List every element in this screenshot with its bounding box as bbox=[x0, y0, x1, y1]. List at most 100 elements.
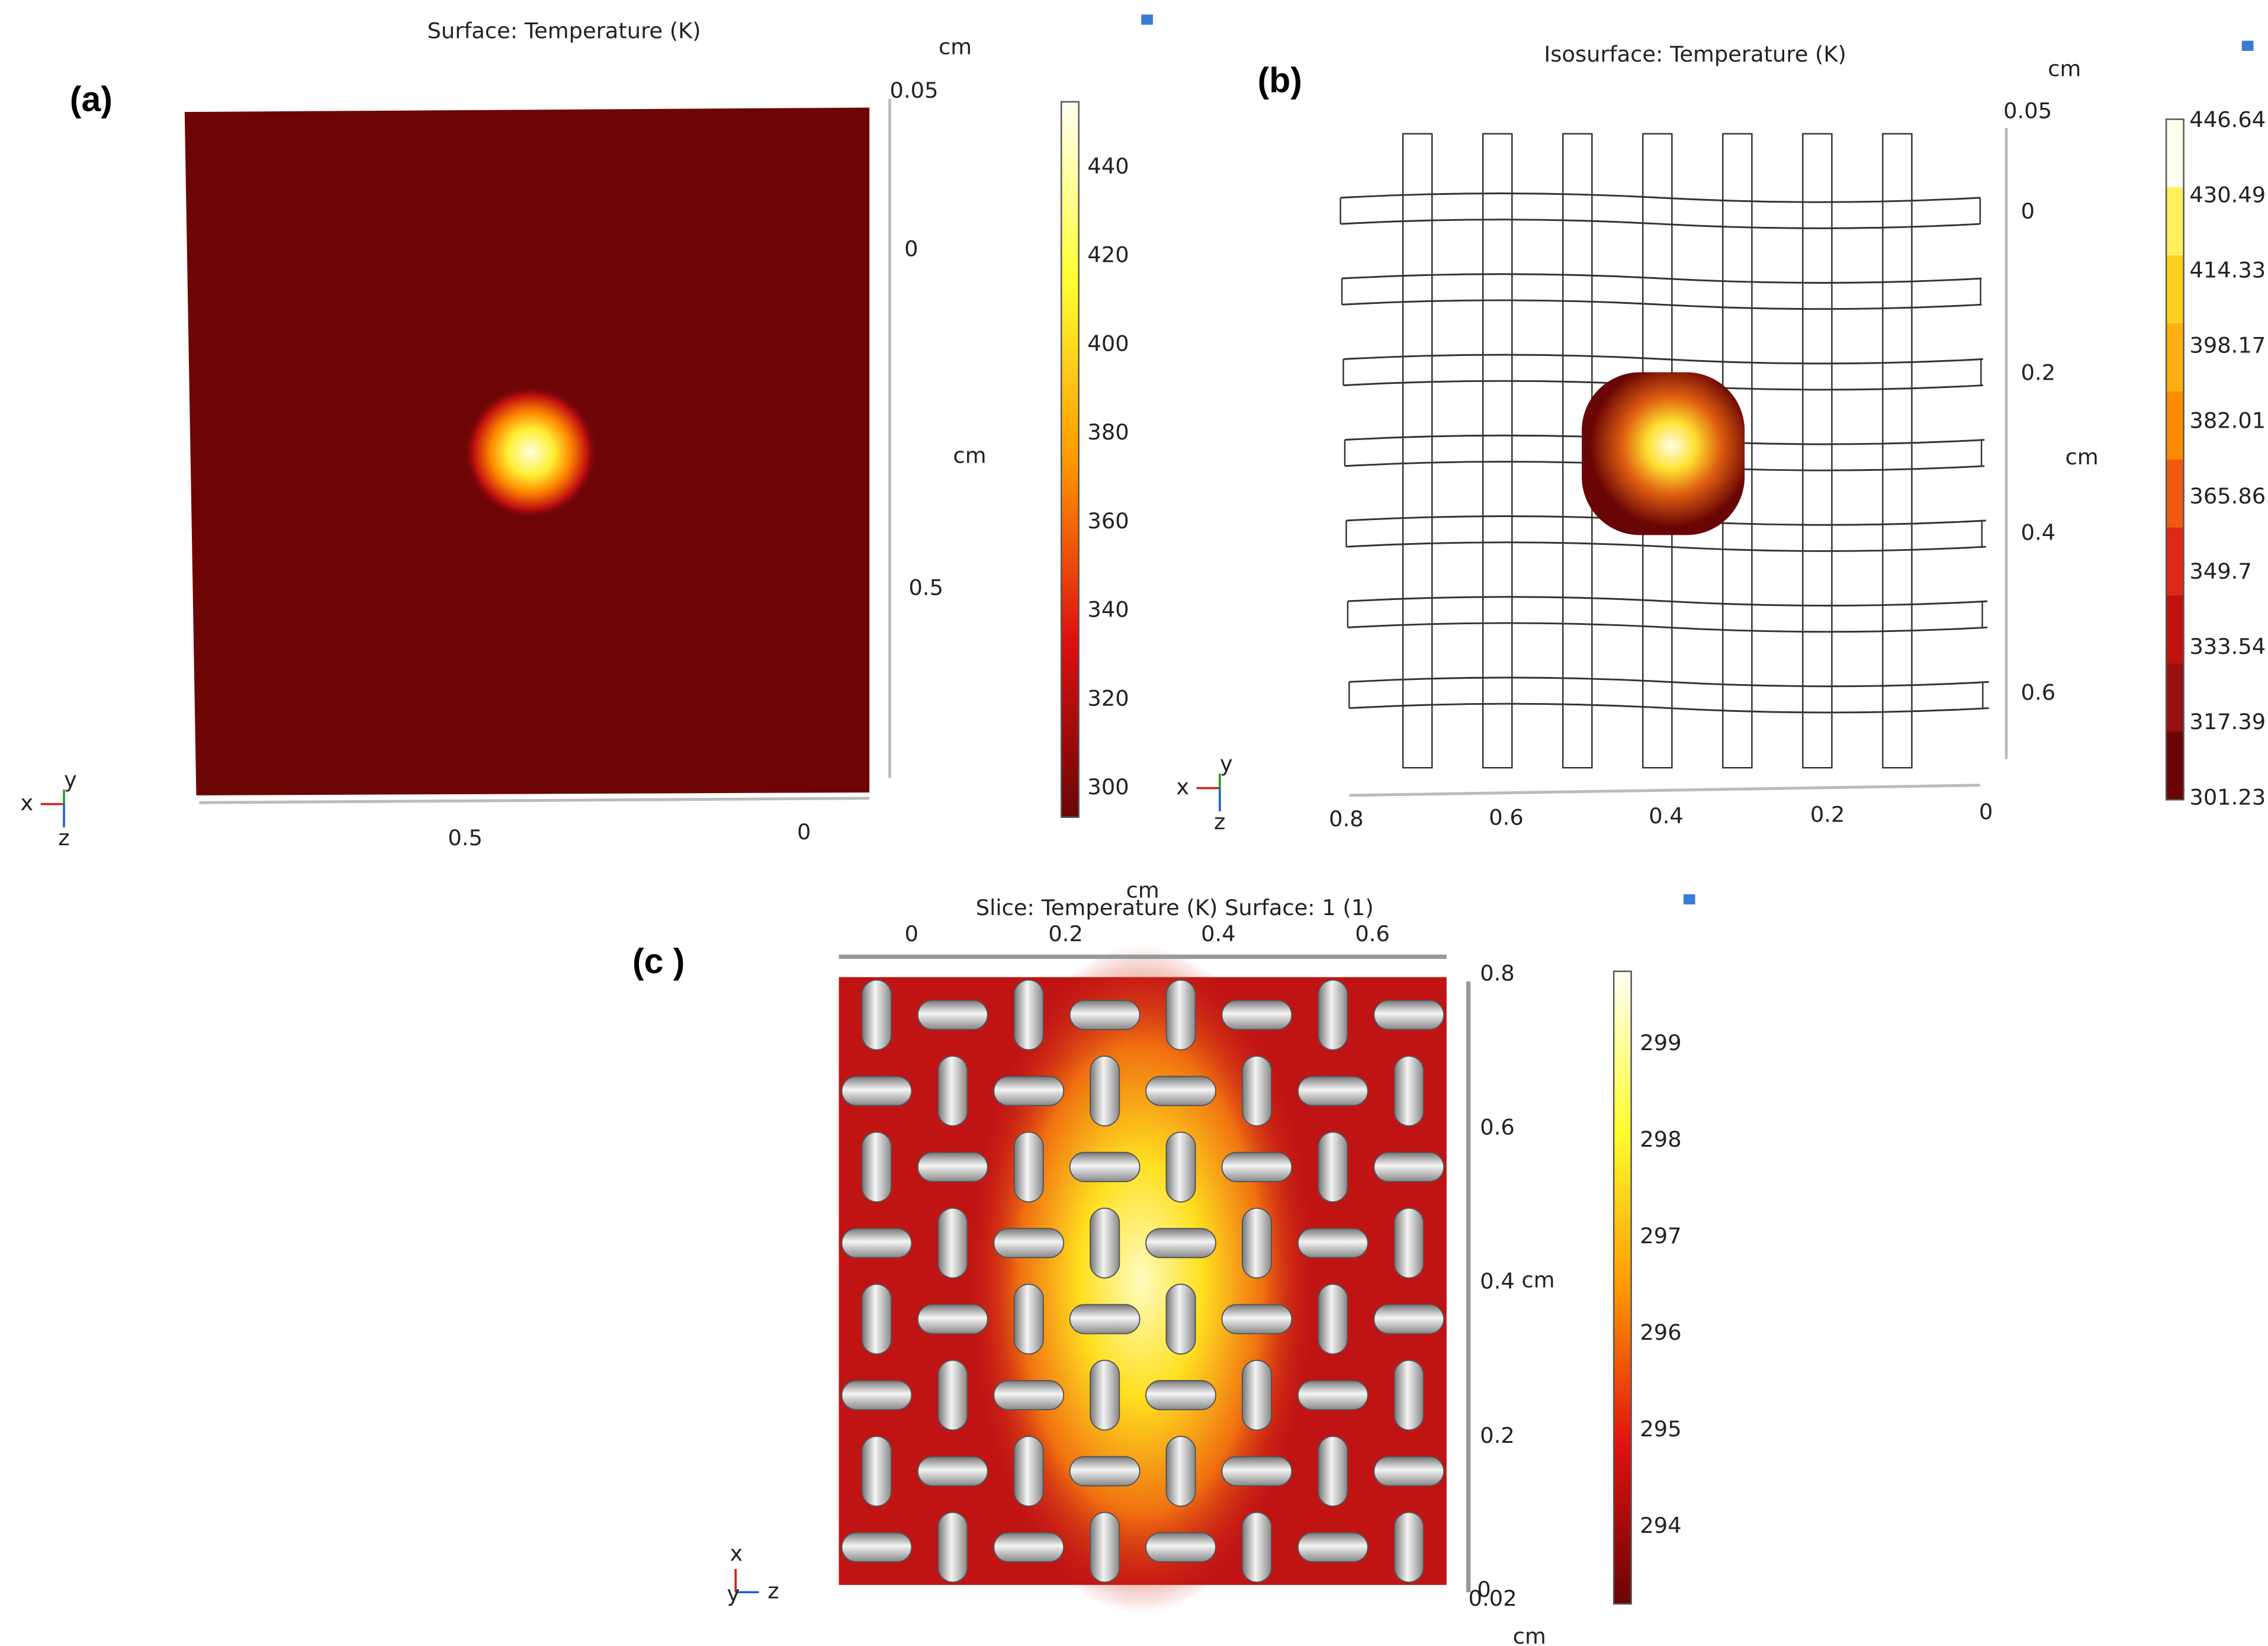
tube bbox=[1145, 1532, 1216, 1562]
tick: 0.05 bbox=[2003, 98, 2052, 124]
tube bbox=[1393, 1055, 1424, 1127]
colorbar bbox=[1061, 101, 1080, 818]
tube bbox=[1221, 1456, 1293, 1487]
colorbar-tick: 320 bbox=[1087, 685, 1129, 711]
fiber bbox=[1347, 596, 1988, 633]
hotspot bbox=[464, 385, 598, 519]
tube bbox=[1318, 1436, 1348, 1507]
tube bbox=[1165, 1436, 1196, 1507]
panel-c: (c ) Slice: Temperature (K) Surface: 1 (… bbox=[632, 877, 1695, 1646]
tube bbox=[861, 1436, 892, 1507]
colorbar-tick: 301.23 bbox=[2189, 784, 2266, 810]
color-band bbox=[2166, 663, 2184, 733]
colorbar-tick: 299 bbox=[1640, 1030, 1681, 1055]
colorbar-tick: 297 bbox=[1640, 1223, 1681, 1249]
tube bbox=[861, 1131, 892, 1203]
hotspot bbox=[966, 945, 1316, 1614]
tube bbox=[1165, 979, 1196, 1051]
tick: 0.6 bbox=[1489, 805, 1524, 830]
colorbar-tick: 296 bbox=[1640, 1320, 1681, 1345]
tick: 0.8 bbox=[1480, 960, 1515, 986]
tube bbox=[1069, 1304, 1141, 1334]
icon bbox=[1141, 14, 1153, 25]
triad-label: y bbox=[1220, 751, 1233, 777]
tube bbox=[1069, 1000, 1141, 1031]
panel-label: (a) bbox=[70, 80, 113, 118]
tube bbox=[937, 1512, 968, 1583]
colorbar-tick: 294 bbox=[1640, 1513, 1681, 1538]
tick: 0.4 bbox=[1201, 921, 1236, 946]
panel-label: (b) bbox=[1258, 61, 1302, 100]
icon bbox=[1684, 894, 1695, 904]
colorbar-tick: 317.39 bbox=[2189, 709, 2266, 734]
unit: cm bbox=[1513, 1623, 1546, 1646]
tube bbox=[1090, 1512, 1120, 1583]
colorbar-tick: 300 bbox=[1087, 774, 1129, 800]
tube bbox=[1013, 979, 1044, 1051]
tube bbox=[1069, 1151, 1141, 1182]
tube bbox=[917, 1456, 988, 1487]
isosurface bbox=[1582, 372, 1745, 535]
tube bbox=[1165, 1131, 1196, 1203]
color-band bbox=[2166, 391, 2184, 460]
color-band bbox=[2166, 255, 2184, 325]
tick: 0 bbox=[905, 921, 918, 946]
tick: 0.2 bbox=[2021, 360, 2056, 385]
colorbar-frame bbox=[2165, 118, 2185, 801]
plot-title: Surface: Temperature (K) bbox=[428, 18, 701, 44]
colorbar-tick: 446.64 bbox=[2189, 107, 2266, 132]
tube bbox=[1221, 1151, 1293, 1182]
tube bbox=[1393, 1512, 1424, 1583]
unit: cm bbox=[953, 442, 987, 468]
tube bbox=[1165, 1284, 1196, 1355]
fiber bbox=[1342, 273, 1982, 310]
tube bbox=[993, 1379, 1065, 1411]
axis bbox=[1349, 784, 1980, 797]
tick: 0.2 bbox=[1048, 921, 1083, 946]
fiber bbox=[1349, 676, 1989, 714]
plot-title: Slice: Temperature (K) Surface: 1 (1) bbox=[976, 895, 1374, 920]
weave bbox=[841, 979, 1445, 1583]
tick: 0.8 bbox=[1329, 806, 1364, 832]
unit: cm bbox=[2065, 444, 2099, 470]
panel-label: (c ) bbox=[632, 942, 685, 981]
tube bbox=[937, 1055, 968, 1127]
tick: 0.2 bbox=[1810, 802, 1845, 827]
fiber bbox=[1482, 133, 1513, 769]
triad-label: x bbox=[1176, 774, 1189, 800]
tube bbox=[1145, 1228, 1216, 1259]
colorbar-tick: 340 bbox=[1087, 597, 1129, 623]
panel-b: (b) Isosurface: Temperature (K) cm cm 0.… bbox=[1176, 40, 2254, 835]
tube bbox=[1221, 1000, 1293, 1031]
fiber bbox=[1402, 133, 1433, 769]
tube bbox=[917, 1151, 988, 1182]
tick: 0.2 bbox=[1480, 1423, 1515, 1448]
colorbar-tick: 382.01 bbox=[2189, 408, 2266, 434]
unit: cm bbox=[1126, 877, 1159, 903]
tube bbox=[993, 1532, 1065, 1562]
tube bbox=[1145, 1076, 1216, 1106]
tube bbox=[1393, 1207, 1424, 1279]
tube bbox=[1297, 1076, 1368, 1106]
triad-label: z bbox=[58, 825, 69, 851]
panel-a: (a) Surface: Temperature (K) cm cm 0.05 … bbox=[20, 14, 1153, 851]
tube bbox=[993, 1228, 1065, 1259]
axis bbox=[199, 797, 870, 804]
colorbar-tick: 420 bbox=[1087, 242, 1129, 268]
tube bbox=[917, 1000, 988, 1031]
tick: 0.4 bbox=[1480, 1269, 1515, 1294]
plot-title: Isosurface: Temperature (K) bbox=[1544, 41, 1846, 67]
tube bbox=[1145, 1379, 1216, 1411]
color-band bbox=[2166, 595, 2184, 665]
icon bbox=[2241, 40, 2254, 51]
tube bbox=[1373, 1151, 1445, 1182]
tube bbox=[1318, 1131, 1348, 1203]
tick: 0 bbox=[1477, 1577, 1490, 1602]
tube bbox=[1241, 1207, 1272, 1279]
colorbar-tick: 400 bbox=[1087, 331, 1129, 356]
fiber bbox=[1802, 133, 1833, 769]
tube bbox=[861, 1284, 892, 1355]
colorbar-tick: 414.33 bbox=[2189, 257, 2266, 283]
colorbar-tick: 440 bbox=[1087, 153, 1129, 179]
